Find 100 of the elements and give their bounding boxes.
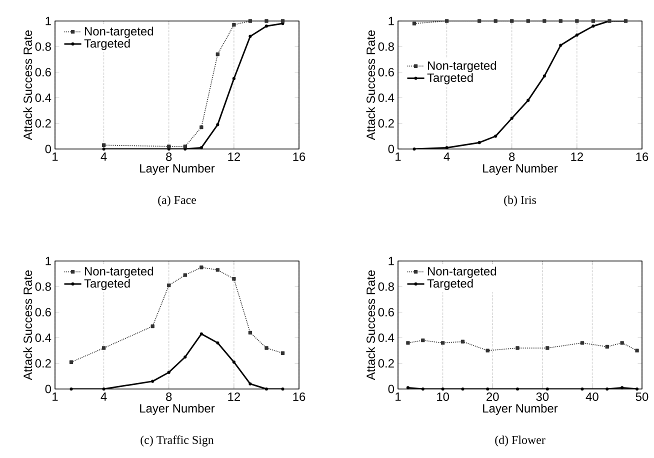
- point: [248, 330, 252, 335]
- x-tick-label: 16: [636, 152, 648, 161]
- y-tick-label: 1: [388, 16, 394, 26]
- point: [460, 340, 465, 344]
- x-tick-label: 16: [293, 152, 306, 161]
- x-tick-label: 12: [228, 152, 240, 161]
- point: [69, 360, 74, 364]
- y-tick-label: 0.8: [378, 42, 394, 51]
- point: [102, 346, 106, 350]
- y-tick-label: 0.4: [35, 334, 52, 342]
- legend-label: Non-targeted: [85, 266, 154, 278]
- x-tick-label: 16: [293, 392, 306, 401]
- y-tick-label: 0: [388, 384, 394, 394]
- text: (a) Face: [158, 196, 196, 206]
- point: [167, 144, 171, 148]
- point: [546, 346, 550, 350]
- point: [232, 22, 236, 27]
- point: [516, 346, 520, 350]
- point: [444, 19, 449, 23]
- point: [421, 338, 425, 342]
- y-tick-label: 0.2: [35, 359, 51, 368]
- point: [620, 341, 624, 345]
- point: [183, 144, 187, 148]
- y-tick-label: 0: [388, 144, 394, 154]
- legend-label: Non-targeted: [428, 61, 496, 72]
- point: [486, 348, 490, 352]
- point: [280, 351, 285, 355]
- x-axis-title: Layer Number: [483, 404, 558, 415]
- x-tick-label: 10: [437, 392, 450, 401]
- point: [200, 266, 204, 270]
- x-tick-label: 4: [444, 152, 450, 161]
- x-axis-title: Layer Number: [140, 164, 215, 175]
- x-tick-label: 30: [536, 392, 549, 401]
- y-tick-label: 1: [388, 256, 394, 266]
- point: [510, 19, 514, 23]
- y-tick-label: 0.6: [378, 68, 394, 76]
- point: [167, 283, 171, 288]
- point: [183, 273, 187, 277]
- y-axis-title: Attack Success Rate: [366, 30, 376, 140]
- x-tick-label: 50: [636, 392, 648, 401]
- point: [605, 344, 609, 349]
- x-tick-label: 1: [396, 152, 401, 161]
- y-tick-label: 0.2: [378, 119, 394, 128]
- x-tick-label: 8: [509, 152, 515, 161]
- x-tick-label: 1: [52, 152, 58, 161]
- point: [558, 19, 563, 23]
- y-tick-label: 0.6: [35, 68, 51, 76]
- x-tick-label: 12: [228, 392, 240, 401]
- x-tick-label: 1: [396, 392, 401, 401]
- x-axis-title: Layer Number: [140, 404, 215, 415]
- x-tick-label: 40: [586, 392, 598, 401]
- y-tick-label: 0.4: [378, 334, 394, 342]
- x-tick-label: 12: [571, 152, 583, 161]
- x-tick-label: 4: [100, 152, 107, 161]
- legend-label: Non-targeted: [85, 26, 154, 38]
- point: [200, 125, 204, 130]
- point: [526, 19, 530, 23]
- point: [150, 324, 154, 328]
- y-tick-label: 1: [46, 16, 51, 26]
- text: (c) Traffic Sign: [140, 435, 214, 446]
- y-tick-label: 0.4: [378, 94, 394, 102]
- point: [575, 19, 579, 23]
- point: [264, 19, 268, 23]
- legend-label: Targeted: [84, 278, 130, 290]
- legend-label: Non-targeted: [428, 266, 496, 278]
- legend-label: Targeted: [427, 278, 473, 290]
- point: [264, 346, 268, 350]
- point: [248, 19, 252, 23]
- x-tick-label: 1: [52, 392, 58, 401]
- y-axis-title: Attack Success Rate: [23, 270, 32, 380]
- y-tick-label: 0: [45, 384, 52, 394]
- point: [440, 341, 445, 345]
- point: [494, 19, 498, 23]
- y-tick-label: 0.2: [378, 359, 394, 368]
- legend-label: Targeted: [427, 73, 473, 84]
- y-tick-label: 0.4: [35, 94, 52, 102]
- y-tick-label: 0.6: [35, 308, 51, 316]
- legend-label: Targeted: [84, 38, 130, 50]
- point: [280, 19, 285, 23]
- text: (b) Iris: [504, 196, 536, 206]
- point: [478, 19, 482, 23]
- point: [232, 277, 236, 281]
- x-tick-label: 4: [100, 392, 107, 401]
- point: [216, 268, 220, 272]
- point: [542, 19, 546, 23]
- y-tick-label: 0: [45, 144, 52, 154]
- point: [102, 143, 106, 147]
- x-tick-label: 8: [166, 392, 172, 401]
- y-tick-label: 0.8: [35, 282, 51, 291]
- point: [412, 22, 416, 26]
- y-tick-label: 0.8: [35, 42, 51, 51]
- x-tick-label: 20: [486, 392, 499, 401]
- y-tick-label: 0.8: [378, 282, 394, 291]
- point: [580, 341, 584, 345]
- text: (d) Flower: [495, 436, 546, 446]
- point: [591, 19, 596, 23]
- point: [635, 348, 639, 352]
- y-tick-label: 0.2: [35, 119, 51, 128]
- point: [406, 341, 410, 345]
- y-axis-title: Attack Success Rate: [366, 270, 376, 380]
